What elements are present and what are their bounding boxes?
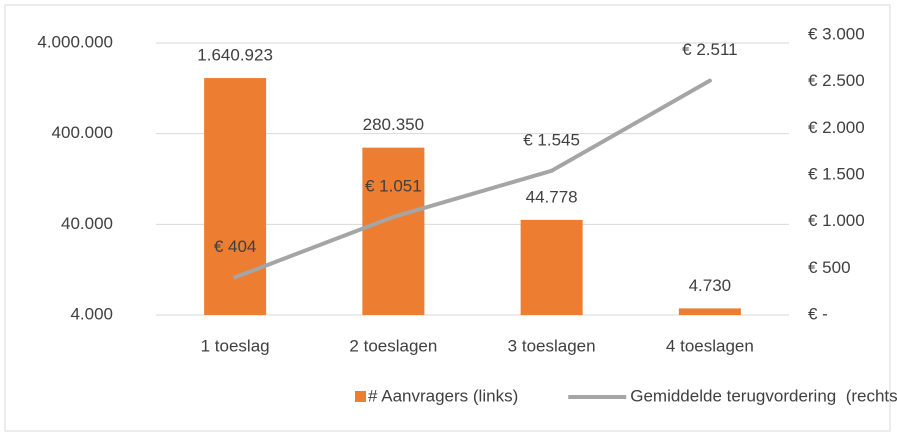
bar <box>520 219 583 315</box>
y2-tick-label: € 2.500 <box>808 71 865 90</box>
legend-swatch <box>355 391 366 402</box>
y2-tick-label: € 2.000 <box>808 118 865 137</box>
y-tick-label: 400.000 <box>52 123 113 142</box>
bar-value-label: 4.730 <box>689 276 732 295</box>
bar-value-label: 44.778 <box>526 187 578 206</box>
bar <box>678 308 741 315</box>
y-tick-label: 4.000.000 <box>37 32 113 51</box>
x-tick-label: 1 toeslag <box>201 336 270 355</box>
line-value-label: € 2.511 <box>682 40 737 59</box>
chart-border <box>4 4 891 432</box>
y-tick-label: 4.000 <box>70 304 113 323</box>
y2-tick-label: € 1.500 <box>808 164 865 183</box>
y-tick-label: 40.000 <box>61 214 113 233</box>
line-value-label: € 1.051 <box>365 176 422 195</box>
line-value-label: € 404 <box>214 237 257 256</box>
y2-tick-label: € - <box>808 304 828 323</box>
bar-value-label: 1.640.923 <box>197 46 273 65</box>
x-tick-label: 2 toeslagen <box>349 336 437 355</box>
legend-label: Gemiddelde terugvordering (rechts) <box>630 386 897 405</box>
bar <box>362 147 425 315</box>
legend-label: # Aanvragers (links) <box>368 386 518 405</box>
y2-tick-label: € 1.000 <box>808 211 865 230</box>
line-value-label: € 1.545 <box>523 130 580 149</box>
line <box>233 78 712 280</box>
bar <box>204 78 267 315</box>
y2-tick-label: € 500 <box>808 258 851 277</box>
x-tick-label: 3 toeslagen <box>508 336 596 355</box>
x-tick-label: 4 toeslagen <box>666 336 754 355</box>
bar-value-label: 280.350 <box>363 115 424 134</box>
y2-tick-label: € 3.000 <box>808 24 865 43</box>
